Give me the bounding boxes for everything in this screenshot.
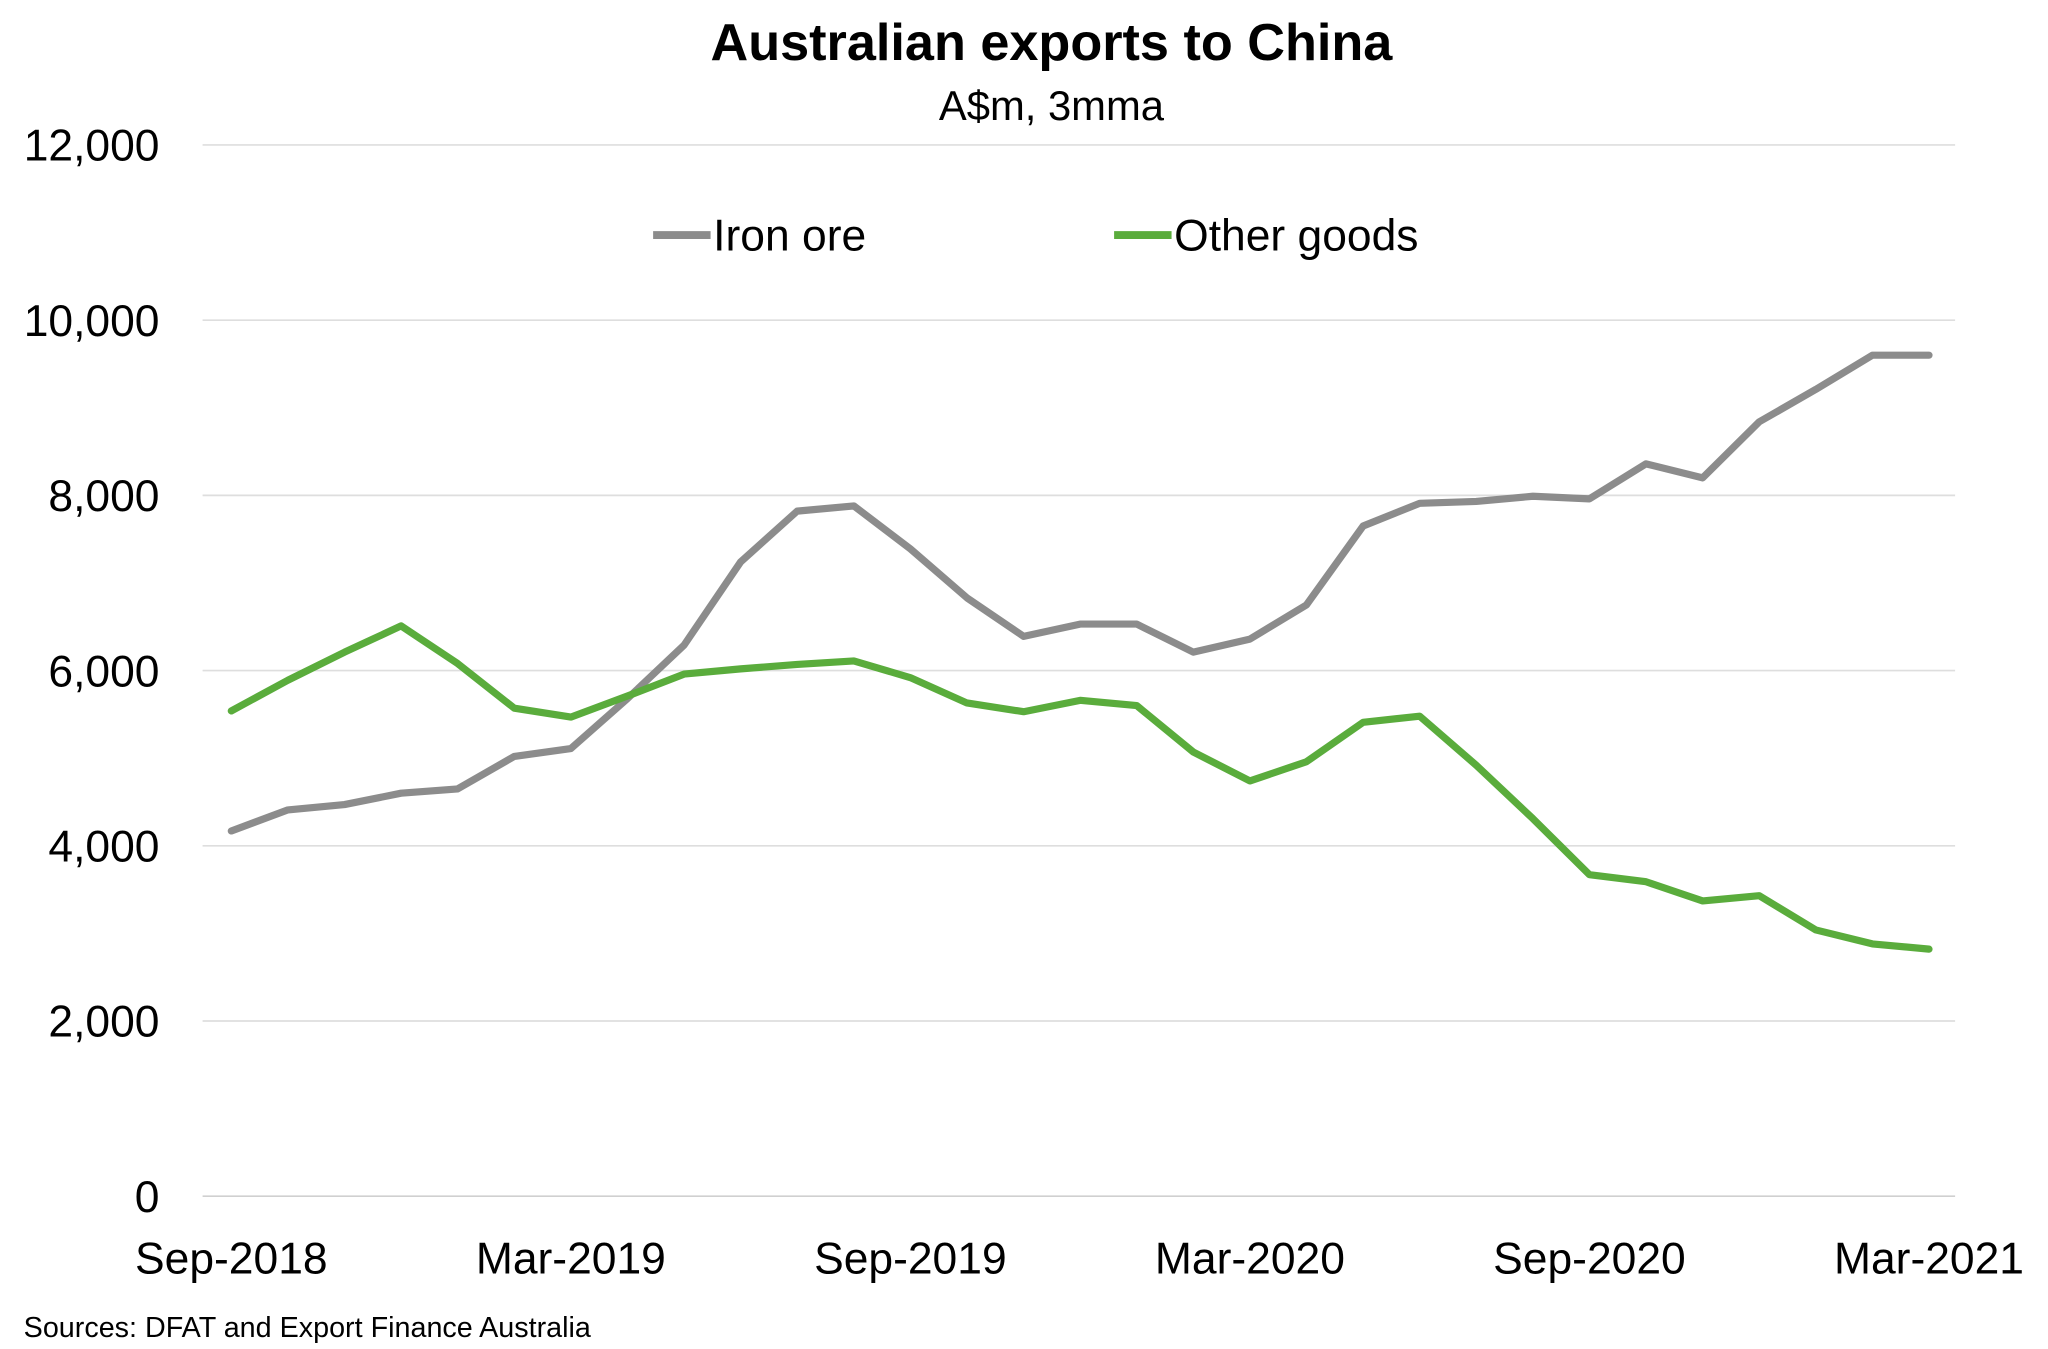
legend: Iron ore Other goods (653, 212, 1418, 261)
y-tick-label: 12,000 (24, 122, 160, 171)
x-tick-label: Mar-2021 (1834, 1234, 2024, 1283)
series-lines (227, 351, 1933, 953)
y-tick-label: 6,000 (48, 647, 159, 696)
y-tick-label: 10,000 (24, 297, 160, 346)
series-line-iron-ore (227, 351, 1933, 835)
series-line-other-goods (227, 622, 1933, 953)
y-tick-label: 2,000 (48, 998, 159, 1047)
x-tick-label: Mar-2020 (1155, 1234, 1345, 1283)
x-tick-label: Mar-2019 (476, 1234, 666, 1283)
y-tick-label: 0 (135, 1173, 160, 1222)
legend-label-other-goods: Other goods (1174, 212, 1418, 261)
legend-label-iron-ore: Iron ore (713, 212, 866, 261)
x-axis-ticks: Sep-2018 Mar-2019 Sep-2019 Mar-2020 Sep-2020… (135, 1234, 2024, 1283)
chart-subtitle: A$m, 3mma (939, 82, 1165, 129)
gridlines (202, 144, 1956, 1198)
x-tick-label: Sep-2020 (1493, 1234, 1686, 1283)
y-tick-label: 4,000 (48, 822, 159, 871)
source-note: Sources: DFAT and Export Finance Austral… (24, 1312, 591, 1344)
x-tick-label: Sep-2019 (814, 1234, 1007, 1283)
x-tick-label: Sep-2018 (135, 1234, 328, 1283)
chart-title: Australian exports to China (710, 14, 1393, 72)
y-tick-label: 8,000 (48, 472, 159, 521)
y-axis-ticks: 0 2,000 4,000 6,000 8,000 10,000 12,000 (24, 122, 160, 1222)
